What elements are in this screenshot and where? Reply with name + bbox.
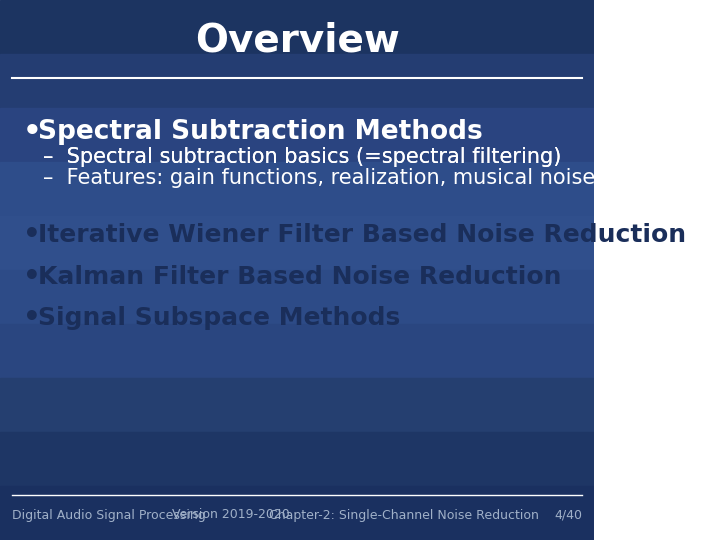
Text: •: •	[23, 304, 41, 332]
Bar	[0, 486, 594, 540]
Text: 4/40: 4/40	[554, 509, 582, 522]
Text: Iterative Wiener Filter Based Noise Reduction: Iterative Wiener Filter Based Noise Redu…	[38, 223, 686, 247]
Bar	[0, 324, 594, 378]
Text: •: •	[23, 118, 42, 146]
Text: Spectral Subtraction Methods: Spectral Subtraction Methods	[38, 119, 482, 145]
Bar	[0, 270, 594, 324]
Bar	[0, 432, 594, 486]
Bar	[0, 216, 594, 270]
Bar	[0, 108, 594, 162]
Bar	[0, 162, 594, 216]
Text: •: •	[23, 263, 41, 291]
Text: –  Spectral subtraction basics (=spectral filtering): – Spectral subtraction basics (=spectral…	[43, 147, 562, 167]
Text: –  Features: gain functions, realization, musical noise,...: – Features: gain functions, realization,…	[43, 168, 621, 188]
Bar	[0, 54, 594, 108]
Text: Digital Audio Signal Processing: Digital Audio Signal Processing	[12, 509, 205, 522]
Text: •: •	[23, 221, 41, 249]
Text: –  Spectral subtraction basics (=spectral filtering): – Spectral subtraction basics (=spectral…	[43, 147, 562, 167]
Text: Overview: Overview	[194, 21, 400, 59]
Text: Chapter-2: Single-Channel Noise Reduction: Chapter-2: Single-Channel Noise Reductio…	[269, 509, 539, 522]
Bar	[0, 0, 594, 54]
Bar	[0, 378, 594, 432]
Text: Signal Subspace Methods: Signal Subspace Methods	[38, 306, 400, 330]
Text: Kalman Filter Based Noise Reduction: Kalman Filter Based Noise Reduction	[38, 265, 562, 289]
Text: Version 2019-2020: Version 2019-2020	[172, 509, 290, 522]
